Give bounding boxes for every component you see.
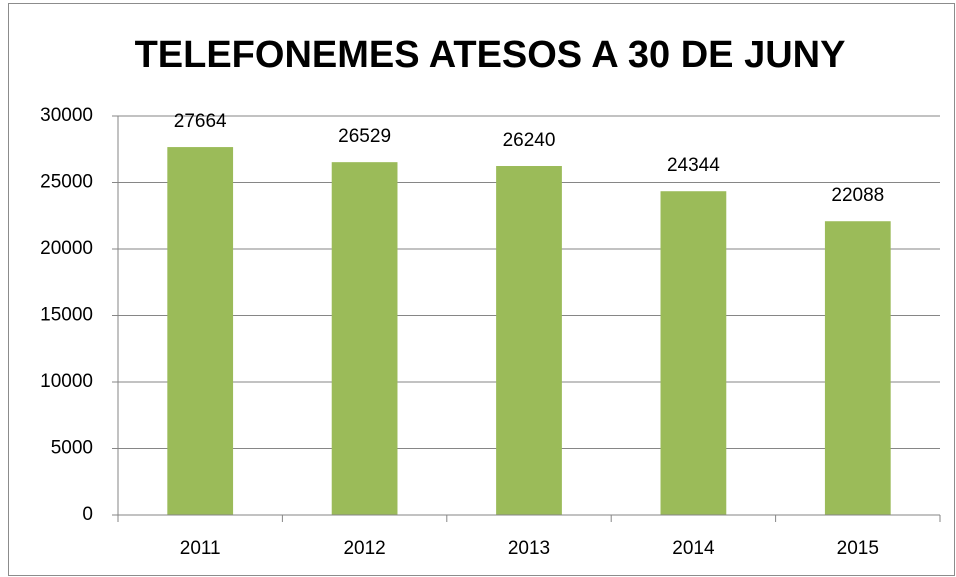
y-tick-label: 20000 bbox=[40, 238, 93, 259]
bar bbox=[331, 162, 398, 515]
data-label: 24344 bbox=[667, 155, 720, 176]
y-tick-label: 0 bbox=[82, 504, 93, 525]
bar bbox=[660, 191, 727, 515]
x-tick-label: 2013 bbox=[508, 538, 550, 559]
y-tick-label: 25000 bbox=[40, 172, 93, 193]
y-tick-label: 10000 bbox=[40, 371, 93, 392]
data-label: 26240 bbox=[503, 130, 556, 151]
x-tick-label: 2015 bbox=[837, 538, 879, 559]
chart-title: TELEFONEMES ATESOS A 30 DE JUNY bbox=[135, 34, 846, 76]
x-tick-label: 2014 bbox=[672, 538, 715, 559]
bar bbox=[496, 166, 562, 515]
y-tick-label: 5000 bbox=[51, 438, 93, 459]
data-label: 22088 bbox=[831, 185, 884, 206]
data-label: 27664 bbox=[174, 111, 227, 132]
bar bbox=[824, 221, 891, 515]
x-tick-label: 2011 bbox=[180, 538, 221, 559]
data-label: 26529 bbox=[338, 126, 391, 147]
chart-border bbox=[8, 3, 955, 576]
x-tick-label: 2012 bbox=[343, 538, 385, 559]
y-tick-label: 30000 bbox=[40, 105, 93, 126]
bar bbox=[167, 147, 234, 516]
y-tick-label: 15000 bbox=[40, 305, 93, 326]
